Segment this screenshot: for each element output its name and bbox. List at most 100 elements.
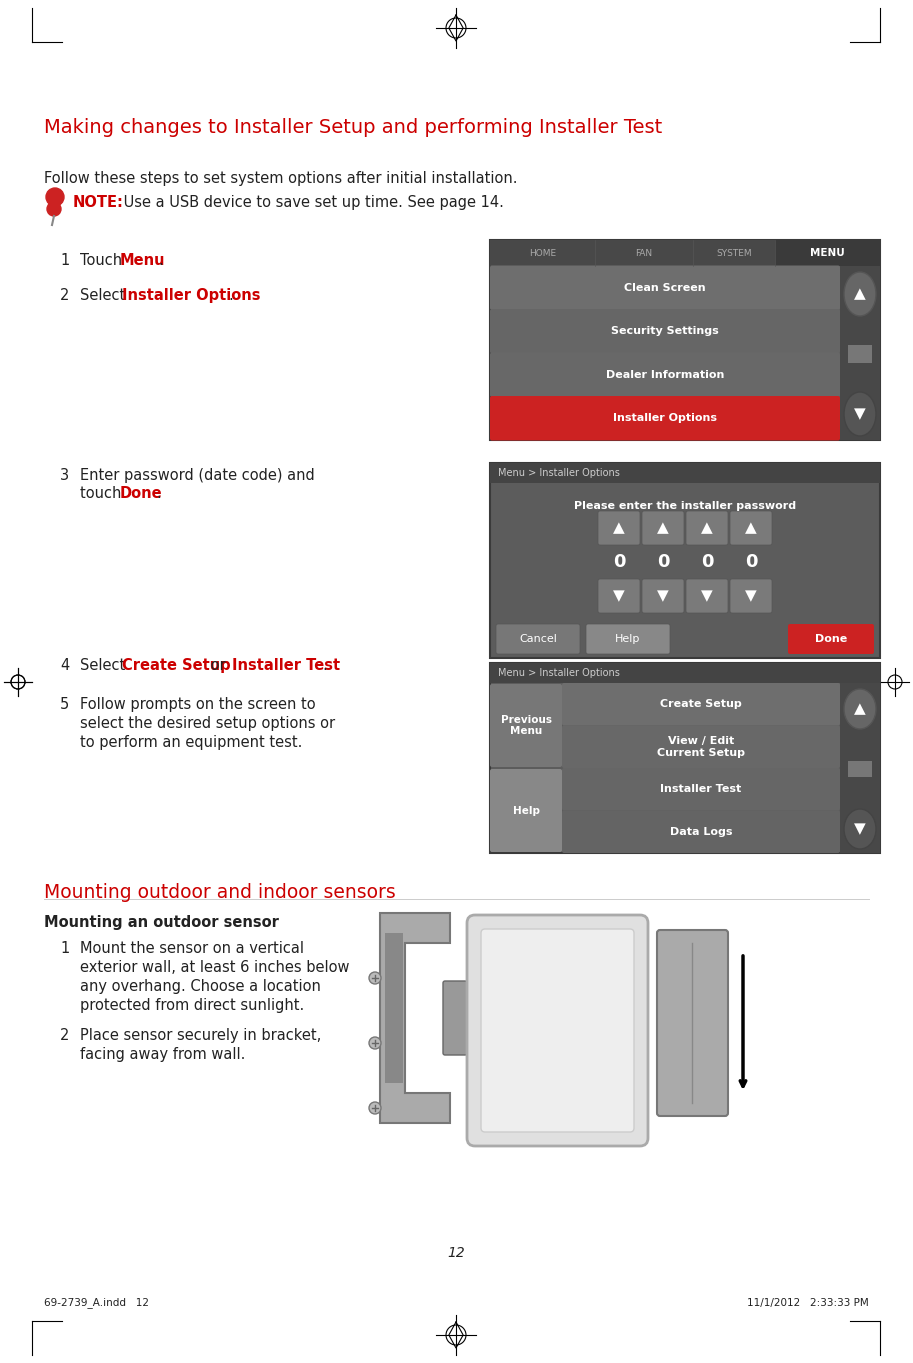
Text: View / Edit
Current Setup: View / Edit Current Setup (657, 736, 745, 758)
Text: 0: 0 (701, 553, 713, 571)
Text: touch: touch (80, 487, 126, 502)
Text: protected from direct sunlight.: protected from direct sunlight. (80, 998, 304, 1013)
Text: Making changes to Installer Setup and performing Installer Test: Making changes to Installer Setup and pe… (44, 119, 662, 138)
Bar (385, 934, 403, 1084)
Text: Dealer Information: Dealer Information (606, 369, 724, 380)
FancyBboxPatch shape (490, 353, 840, 397)
Text: .: . (158, 254, 163, 269)
Text: 1: 1 (60, 254, 69, 269)
Text: Security Settings: Security Settings (611, 326, 719, 337)
Text: Mount the sensor on a vertical: Mount the sensor on a vertical (80, 940, 304, 955)
FancyBboxPatch shape (562, 725, 840, 767)
Text: .: . (322, 658, 327, 673)
FancyBboxPatch shape (730, 511, 772, 545)
Polygon shape (380, 913, 450, 1123)
Text: Installer Options: Installer Options (613, 413, 717, 424)
Text: 69-2739_A.indd   12: 69-2739_A.indd 12 (44, 1298, 149, 1308)
Bar (775, 240, 880, 266)
Text: HOME: HOME (530, 248, 556, 258)
Text: Mounting outdoor and indoor sensors: Mounting outdoor and indoor sensors (44, 883, 395, 902)
FancyBboxPatch shape (586, 624, 670, 654)
Bar (490, 662, 880, 683)
FancyBboxPatch shape (598, 511, 640, 545)
Text: exterior wall, at least 6 inches below: exterior wall, at least 6 inches below (80, 960, 350, 975)
Text: Clean Screen: Clean Screen (624, 282, 706, 293)
FancyBboxPatch shape (730, 579, 772, 613)
Text: Installer Test: Installer Test (232, 658, 341, 673)
Text: ▼: ▼ (701, 589, 713, 604)
Text: 0: 0 (656, 553, 669, 571)
Text: Installer Options: Installer Options (122, 288, 260, 303)
Bar (490, 463, 880, 658)
FancyBboxPatch shape (467, 915, 648, 1146)
Text: MENU: MENU (810, 248, 845, 258)
Text: 0: 0 (745, 553, 757, 571)
Text: Follow prompts on the screen to: Follow prompts on the screen to (80, 696, 316, 711)
FancyBboxPatch shape (642, 579, 684, 613)
Text: 11/1/2012   2:33:33 PM: 11/1/2012 2:33:33 PM (747, 1298, 869, 1308)
Ellipse shape (844, 690, 876, 729)
Text: 0: 0 (613, 553, 625, 571)
Text: ▼: ▼ (657, 589, 669, 604)
FancyBboxPatch shape (481, 930, 634, 1133)
Ellipse shape (844, 273, 876, 316)
Text: Create Setup: Create Setup (122, 658, 231, 673)
Text: NOTE:: NOTE: (73, 195, 124, 210)
Text: Please enter the installer password: Please enter the installer password (574, 502, 796, 511)
Ellipse shape (844, 393, 876, 436)
Text: Done: Done (120, 487, 163, 502)
FancyBboxPatch shape (490, 397, 840, 440)
Text: 5: 5 (60, 696, 69, 711)
Text: facing away from wall.: facing away from wall. (80, 1047, 246, 1062)
Text: Help: Help (615, 634, 641, 643)
Bar (490, 240, 880, 440)
Circle shape (369, 972, 381, 984)
FancyBboxPatch shape (562, 683, 840, 725)
Text: 2: 2 (60, 288, 69, 303)
Text: Follow these steps to set system options after initial installation.: Follow these steps to set system options… (44, 170, 518, 185)
FancyBboxPatch shape (686, 511, 728, 545)
Text: FAN: FAN (635, 248, 653, 258)
Text: .: . (228, 288, 233, 303)
Text: Create Setup: Create Setup (660, 699, 742, 709)
Text: 1: 1 (60, 940, 69, 955)
Text: or: or (206, 658, 230, 673)
Text: Menu: Menu (120, 254, 165, 269)
Bar (848, 761, 872, 777)
Text: to perform an equipment test.: to perform an equipment test. (80, 735, 302, 750)
Text: Previous
Menu: Previous Menu (500, 714, 551, 736)
Text: Data Logs: Data Logs (670, 827, 732, 837)
Bar (840, 266, 880, 440)
Text: select the desired setup options or: select the desired setup options or (80, 716, 335, 731)
Text: Enter password (date code) and: Enter password (date code) and (80, 468, 315, 483)
Text: Done: Done (815, 634, 847, 643)
Text: ▲: ▲ (614, 521, 624, 536)
Bar (490, 463, 880, 483)
Bar (490, 240, 880, 266)
Text: Menu > Installer Options: Menu > Installer Options (498, 468, 620, 478)
FancyBboxPatch shape (562, 811, 840, 853)
Text: 2: 2 (60, 1028, 69, 1043)
Circle shape (46, 188, 64, 206)
FancyBboxPatch shape (490, 684, 562, 767)
FancyBboxPatch shape (490, 266, 840, 309)
Text: ▲: ▲ (701, 521, 713, 536)
Circle shape (369, 1037, 381, 1050)
Text: Touch: Touch (80, 254, 127, 269)
Text: Installer Test: Installer Test (660, 784, 741, 795)
Text: .: . (156, 487, 161, 502)
Text: SYSTEM: SYSTEM (716, 248, 751, 258)
FancyBboxPatch shape (686, 579, 728, 613)
FancyBboxPatch shape (562, 767, 840, 811)
Text: Place sensor securely in bracket,: Place sensor securely in bracket, (80, 1028, 321, 1043)
Text: 4: 4 (60, 658, 69, 673)
Text: ▲: ▲ (855, 286, 866, 301)
Text: 3: 3 (60, 468, 69, 483)
Text: Select: Select (80, 658, 130, 673)
Ellipse shape (844, 810, 876, 849)
Text: Help: Help (512, 806, 540, 815)
FancyBboxPatch shape (490, 309, 840, 353)
Text: ▲: ▲ (855, 702, 866, 717)
Text: Cancel: Cancel (519, 634, 557, 643)
FancyBboxPatch shape (657, 930, 728, 1116)
